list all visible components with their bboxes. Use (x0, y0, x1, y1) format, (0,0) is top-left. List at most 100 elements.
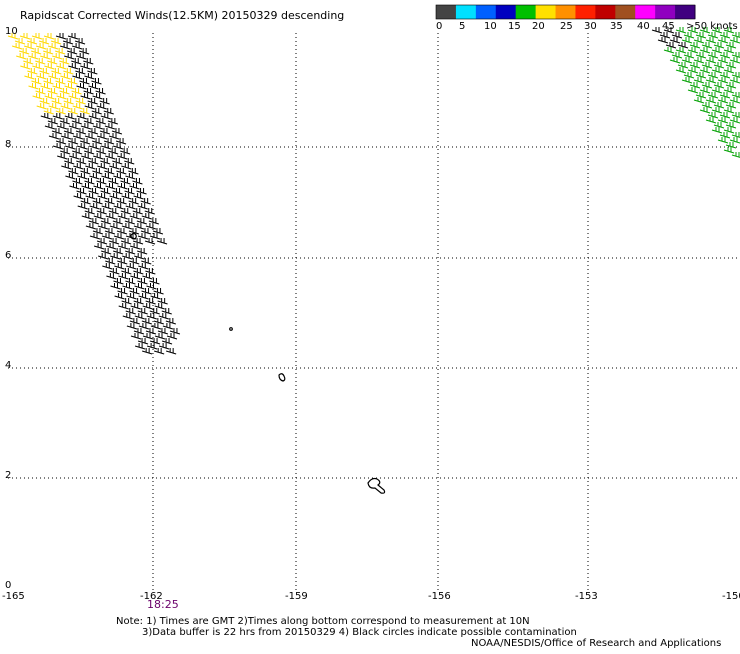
wind-barb (699, 47, 711, 54)
wind-barb (101, 173, 112, 180)
wind-barb (671, 52, 683, 59)
legend-label: 0 (436, 21, 443, 32)
wind-barb (699, 67, 711, 74)
wind-barb (105, 213, 116, 220)
wind-barb (125, 173, 136, 180)
wind-barb (76, 113, 87, 120)
wind-barb (154, 333, 166, 340)
wind-barb (137, 308, 148, 315)
wind-barb (95, 88, 106, 95)
wind-barb (130, 273, 141, 280)
wind-barb (711, 47, 723, 54)
wind-barb (80, 198, 91, 205)
wind-barb (731, 52, 740, 58)
wind-barb (24, 73, 35, 80)
legend-label: 40 (637, 21, 650, 32)
wind-barb (701, 82, 713, 89)
wind-barb (72, 148, 83, 155)
wind-barb (719, 112, 731, 119)
wind-barb (729, 137, 740, 144)
wind-barb (707, 72, 719, 79)
wind-barb (149, 308, 160, 315)
wind-barb (725, 122, 737, 129)
wind-barb (97, 223, 109, 230)
wind-barb (145, 328, 157, 335)
wind-barb (72, 73, 83, 80)
wind-barb (38, 38, 50, 45)
wind-barb (91, 78, 102, 85)
wind-barb (48, 103, 59, 110)
wind-barb (77, 203, 88, 210)
wind-barb (657, 37, 669, 44)
wind-barb (711, 107, 723, 114)
wind-barb (142, 303, 153, 310)
wind-barb (141, 318, 152, 325)
wind-barb (711, 127, 723, 134)
wind-barb (717, 117, 729, 124)
wind-barb (64, 113, 75, 120)
wind-barb (75, 68, 86, 75)
wind-barb (96, 133, 108, 140)
wind-barb (109, 268, 120, 275)
wind-barb (153, 318, 164, 325)
wind-barb (107, 118, 118, 125)
wind-barb (117, 183, 128, 190)
wind-barb (128, 198, 139, 205)
wind-barb (725, 42, 737, 49)
wind-barb (113, 173, 124, 180)
wind-barb (707, 112, 719, 119)
wind-barb (55, 48, 66, 55)
wind-barb (687, 47, 699, 54)
wind-barb (705, 37, 717, 44)
wind-barb (683, 52, 695, 59)
wind-barb (695, 92, 707, 99)
wind-barb (701, 102, 713, 109)
wind-barbs (7, 27, 740, 355)
wind-barb (723, 27, 735, 34)
wind-barb (713, 102, 725, 109)
wind-barb (105, 243, 117, 250)
wind-barb (23, 58, 34, 65)
wind-barb (93, 153, 104, 160)
wind-barb (105, 258, 116, 265)
wind-barb (705, 57, 717, 64)
wind-barb (731, 32, 740, 38)
wind-barb (23, 43, 35, 50)
wind-barb (85, 223, 97, 230)
wind-barb (102, 263, 113, 270)
wind-barb (19, 48, 30, 55)
latitude-tick-label: 10 (5, 26, 18, 37)
wind-barb (16, 53, 27, 60)
wind-barb (142, 273, 153, 280)
wind-barb (55, 33, 67, 40)
note-line-2: 3)Data buffer is 22 hrs from 20150329 4)… (142, 627, 577, 638)
wind-barb (122, 253, 133, 260)
wind-barb (108, 178, 119, 185)
wind-barb (717, 57, 729, 64)
wind-barb (63, 98, 74, 105)
wind-barb (117, 243, 129, 250)
wind-barb (31, 78, 42, 85)
wind-barb (43, 33, 55, 40)
wind-barb (124, 218, 135, 225)
wind-barb (689, 42, 701, 49)
wind-barb (669, 37, 681, 44)
wind-barb (115, 138, 127, 145)
wind-barb (39, 68, 50, 75)
wind-barb (663, 27, 675, 34)
wind-barb (62, 38, 74, 45)
wind-barb (121, 163, 132, 170)
wind-barb (116, 228, 128, 235)
longitude-tick-label: -159 (285, 591, 308, 602)
wind-barb (43, 108, 54, 115)
wind-barb (68, 123, 80, 130)
wind-barb (89, 233, 101, 240)
wind-barb (97, 193, 108, 200)
wind-barb (121, 298, 132, 305)
wind-barb (83, 58, 94, 65)
map-title: Rapidscat Corrected Winds(12.5KM) 201503… (20, 9, 345, 22)
wind-barb (47, 88, 58, 95)
wind-barb (28, 53, 39, 60)
legend-label: 30 (584, 21, 597, 32)
